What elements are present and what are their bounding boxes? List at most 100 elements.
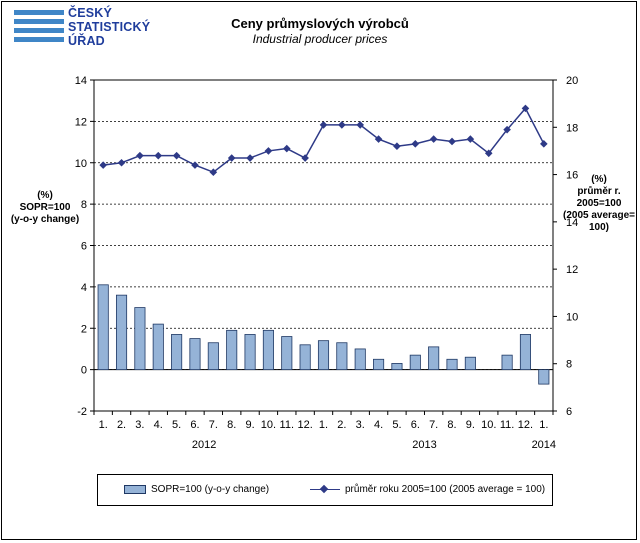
- right-tick-label: 6: [566, 406, 572, 418]
- line-point: [393, 142, 401, 150]
- line-point: [356, 121, 365, 129]
- x-tick-label: 6.: [411, 419, 420, 431]
- line-point: [301, 154, 309, 162]
- left-axis-label-line: (y-o-y change): [10, 214, 80, 225]
- line-point: [282, 144, 291, 153]
- line-point: [484, 149, 493, 158]
- x-tick-label: 2.: [117, 419, 126, 431]
- line-point: [246, 154, 254, 162]
- x-tick-label: 9.: [245, 419, 254, 431]
- logo-stripes-icon: [14, 10, 64, 42]
- line-point: [521, 104, 530, 113]
- left-tick-label: 12: [75, 116, 87, 128]
- line-point: [154, 151, 163, 160]
- legend: SOPR=100 (y-o-y change) průměr roku 2005…: [97, 474, 553, 506]
- right-axis-label-line: (%): [591, 174, 607, 185]
- x-tick-label: 10.: [261, 419, 276, 431]
- x-tick-label: 10.: [481, 419, 496, 431]
- bar: [446, 358, 458, 371]
- line-point: [209, 168, 218, 177]
- legend-bar-swatch: [124, 485, 146, 494]
- x-tick-label: 6.: [190, 419, 199, 431]
- legend-line-label: průměr roku 2005=100 (2005 average = 100…: [345, 484, 546, 495]
- bar: [262, 329, 274, 371]
- right-axis-label: (%) průměr r. 2005=100 (2005 average= 10…: [560, 174, 638, 234]
- right-axis-label-line: průměr r.: [577, 186, 621, 197]
- line-point: [117, 158, 126, 167]
- left-tick-label: 6: [81, 241, 87, 253]
- bar: [115, 294, 128, 371]
- right-tick-label: 16: [566, 170, 578, 182]
- bar: [189, 338, 201, 371]
- logo-text: ČESKÝ STATISTICKÝ ÚŘAD: [68, 6, 150, 48]
- legend-line-swatch: [310, 484, 340, 495]
- right-tick-label: 14: [566, 217, 578, 229]
- bar: [464, 356, 476, 371]
- line-point: [503, 125, 511, 134]
- line-point: [264, 147, 273, 155]
- line-point: [227, 154, 236, 162]
- right-tick-label: 18: [566, 122, 578, 134]
- logo-line-1: ČESKÝ: [68, 6, 113, 20]
- right-axis-label-line: 2005=100: [576, 198, 622, 209]
- x-tick-label: 1.: [319, 419, 328, 431]
- logo-line-3: ÚŘAD: [68, 34, 105, 48]
- line-point: [191, 161, 199, 169]
- csu-logo: [14, 8, 64, 55]
- line-point: [99, 161, 107, 169]
- x-tick-label: 11.: [280, 419, 294, 431]
- line-point: [319, 121, 328, 129]
- bar: [152, 323, 164, 371]
- chart-subtitle: Industrial producer prices: [252, 32, 388, 46]
- bar: [281, 336, 293, 371]
- line-point: [172, 151, 181, 160]
- logo-line-2: STATISTICKÝ: [68, 20, 151, 34]
- x-tick-label: 4.: [154, 419, 163, 431]
- bar: [538, 369, 550, 385]
- x-tick-label: 11.: [500, 419, 514, 431]
- bar: [97, 284, 109, 371]
- bar: [336, 342, 348, 371]
- year-label: 2013: [412, 439, 436, 451]
- legend-item-line: průměr roku 2005=100 (2005 average = 100…: [310, 484, 545, 495]
- x-tick-label: 12.: [297, 419, 312, 431]
- bar: [207, 342, 219, 371]
- bar: [134, 307, 146, 371]
- x-tick-label: 7.: [209, 419, 218, 431]
- left-axis-label-line: (%): [37, 190, 53, 201]
- left-tick-label: 14: [75, 75, 87, 87]
- x-tick-label: 2.: [337, 419, 346, 431]
- line-point: [338, 121, 346, 129]
- right-axis-label-line: 100): [588, 222, 609, 233]
- x-tick-label: 8.: [227, 419, 236, 431]
- year-label: 2012: [192, 439, 216, 451]
- left-tick-label: 2: [81, 323, 87, 335]
- left-tick-label: 10: [75, 158, 87, 170]
- bar: [226, 329, 238, 371]
- right-tick-label: 20: [566, 75, 578, 87]
- line-point: [411, 140, 420, 148]
- legend-item-bars: SOPR=100 (y-o-y change): [124, 484, 269, 495]
- left-tick-label: 8: [81, 199, 87, 211]
- left-tick-label: 0: [81, 365, 87, 377]
- right-tick-label: 10: [566, 311, 578, 323]
- line-point: [448, 137, 456, 146]
- x-tick-label: 1.: [99, 419, 108, 431]
- bar: [428, 346, 440, 371]
- left-axis-label: (%) SOPR=100 (y-o-y change): [8, 190, 82, 226]
- bar: [409, 354, 421, 371]
- bar: [391, 363, 403, 371]
- right-axis-label-line: (2005 average=: [562, 210, 635, 221]
- bar: [519, 334, 532, 371]
- bar: [373, 358, 385, 371]
- x-tick-label: 5.: [392, 419, 401, 431]
- line-point: [466, 135, 475, 143]
- year-label: 2014: [532, 439, 556, 451]
- bar: [317, 340, 330, 371]
- legend-bar-label: SOPR=100 (y-o-y change): [151, 484, 270, 495]
- left-tick-label: 4: [81, 282, 87, 294]
- chart-title: Ceny průmyslových výrobců: [231, 16, 409, 31]
- line-point: [136, 151, 144, 160]
